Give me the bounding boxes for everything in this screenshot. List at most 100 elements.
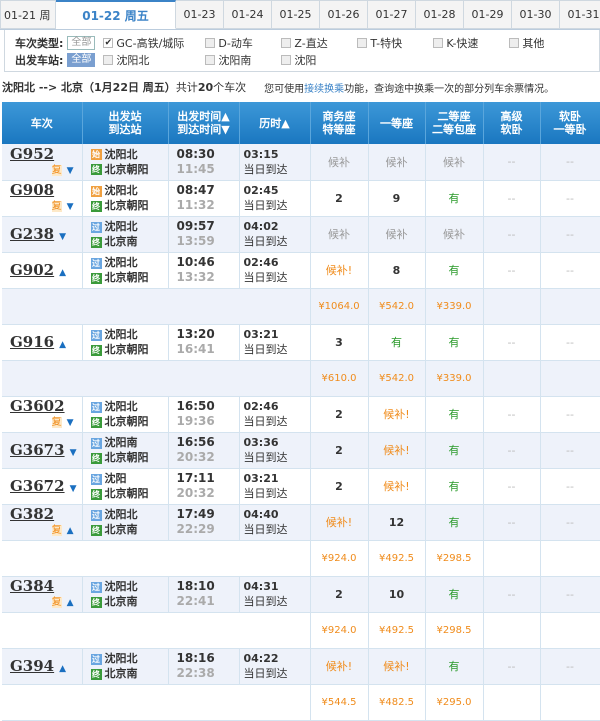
to-station-name[interactable]: 北京南 bbox=[104, 595, 138, 608]
train-type-checkbox[interactable]: 其他 bbox=[509, 35, 559, 51]
expand-toggle-icon[interactable]: ▼ bbox=[69, 447, 77, 458]
seat-available[interactable]: 有 bbox=[425, 180, 484, 217]
seat-available[interactable]: 有 bbox=[425, 576, 484, 613]
date-tab[interactable]: 01-21 周 bbox=[0, 0, 56, 29]
seat-waitlist[interactable]: 候补! bbox=[368, 432, 426, 469]
to-station-name[interactable]: 北京朝阳 bbox=[104, 199, 149, 212]
expand-toggle-icon[interactable]: ▲ bbox=[66, 526, 74, 536]
train-type-checkbox[interactable]: D-动车 bbox=[205, 35, 281, 51]
checkbox-icon[interactable] bbox=[103, 54, 114, 65]
train-number-link[interactable]: G3602 bbox=[10, 397, 65, 415]
train-number-link[interactable]: G902 bbox=[10, 260, 55, 279]
expand-toggle-icon[interactable]: ▲ bbox=[59, 339, 67, 350]
seat-available[interactable]: 有 bbox=[425, 252, 484, 289]
train-row[interactable]: G3673 ▼ 过沈阳南终北京朝阳 16:56 20:32 03:36 当日到达 2 候补! 有 -… bbox=[2, 432, 600, 469]
seat-count[interactable]: 2 bbox=[310, 576, 369, 613]
seat-available[interactable]: 有 bbox=[425, 504, 484, 541]
seat-waitlist[interactable]: 候补 bbox=[310, 144, 369, 181]
seat-waitlist[interactable]: 候补 bbox=[368, 144, 426, 181]
train-row[interactable]: G3672 ▼ 过沈阳终北京朝阳 17:11 20:32 03:21 当日到达 2 候补! 有 --… bbox=[2, 468, 600, 505]
train-number-link[interactable]: G238 bbox=[10, 224, 55, 243]
date-tab[interactable]: 01-22 周五 bbox=[56, 0, 176, 29]
train-number-link[interactable]: G384 bbox=[10, 577, 55, 595]
from-station-name[interactable]: 沈阳北 bbox=[104, 400, 138, 413]
train-row[interactable]: G916 ▲ 过沈阳北终北京朝阳 13:20 16:41 03:21 当日到达 3 有有 -- -- bbox=[2, 324, 600, 361]
seat-available[interactable]: 有 bbox=[425, 432, 484, 469]
train-row[interactable]: G394 ▲ 过沈阳北终北京南 18:16 22:38 04:22 当日到达 候补! 候补! 有 -… bbox=[2, 648, 600, 685]
col-duration-sort[interactable]: 历时▲ bbox=[239, 102, 311, 144]
from-station-name[interactable]: 沈阳北 bbox=[104, 508, 138, 521]
seat-count[interactable]: 12 bbox=[368, 504, 426, 541]
seat-count[interactable]: 8 bbox=[368, 252, 426, 289]
seat-waitlist[interactable]: 候补! bbox=[368, 396, 426, 433]
seat-waitlist[interactable]: 候补 bbox=[310, 216, 369, 253]
seat-count[interactable]: 2 bbox=[310, 432, 369, 469]
from-station-name[interactable]: 沈阳北 bbox=[104, 580, 138, 593]
date-tab[interactable]: 01-30 bbox=[512, 0, 560, 29]
seat-available[interactable]: 有 bbox=[368, 324, 426, 361]
to-station-name[interactable]: 北京朝阳 bbox=[104, 451, 149, 464]
seat-count[interactable]: 3 bbox=[310, 324, 369, 361]
train-number-link[interactable]: G3672 bbox=[10, 476, 65, 495]
expand-toggle-icon[interactable]: ▲ bbox=[59, 663, 67, 674]
station-all-button[interactable]: 全部 bbox=[67, 52, 96, 67]
station-checkbox[interactable]: 沈阳南 bbox=[205, 52, 281, 68]
expand-toggle-icon[interactable]: ▼ bbox=[59, 231, 67, 242]
transfer-link[interactable]: 接续换乘 bbox=[304, 83, 345, 95]
seat-count[interactable]: 10 bbox=[368, 576, 426, 613]
train-row[interactable]: G3602 复 ▼ 过沈阳北终北京朝阳 16:50 19:36 02:46 当日到达 2 候补! 有… bbox=[2, 396, 600, 433]
date-tab[interactable]: 01-29 bbox=[464, 0, 512, 29]
from-station-name[interactable]: 沈阳北 bbox=[104, 652, 138, 665]
seat-count[interactable]: 2 bbox=[310, 468, 369, 505]
train-row[interactable]: G238 ▼ 过沈阳北终北京南 09:57 13:59 04:02 当日到达 候补 候补 候补 --… bbox=[2, 216, 600, 253]
to-station-name[interactable]: 北京朝阳 bbox=[104, 162, 149, 176]
from-station-name[interactable]: 沈阳北 bbox=[104, 184, 138, 197]
seat-available[interactable]: 有 bbox=[425, 648, 484, 685]
station-checkbox[interactable]: 沈阳北 bbox=[103, 52, 205, 68]
to-station-name[interactable]: 北京朝阳 bbox=[104, 343, 149, 356]
from-station-name[interactable]: 沈阳南 bbox=[104, 436, 138, 449]
date-tab[interactable]: 01-26 bbox=[320, 0, 368, 29]
seat-waitlist[interactable]: 候补 bbox=[368, 216, 426, 253]
station-checkbox[interactable]: 沈阳 bbox=[281, 52, 357, 68]
seat-waitlist[interactable]: 候补 bbox=[425, 216, 484, 253]
seat-waitlist[interactable]: 候补! bbox=[310, 252, 369, 289]
to-station-name[interactable]: 北京南 bbox=[104, 235, 138, 248]
col-arr-time[interactable]: 到达时间▼ bbox=[177, 123, 230, 136]
checkbox-icon[interactable] bbox=[205, 37, 216, 48]
from-station-name[interactable]: 沈阳北 bbox=[104, 220, 138, 233]
from-station-name[interactable]: 沈阳 bbox=[104, 472, 127, 485]
date-tab[interactable]: 01-24 bbox=[224, 0, 272, 29]
train-type-checkbox[interactable]: Z-直达 bbox=[281, 35, 357, 51]
seat-count[interactable]: 2 bbox=[310, 180, 369, 217]
expand-toggle-icon[interactable]: ▼ bbox=[66, 202, 74, 212]
expand-toggle-icon[interactable]: ▼ bbox=[66, 165, 74, 176]
train-number-link[interactable]: G3673 bbox=[10, 440, 65, 459]
train-type-checkbox[interactable]: T-特快 bbox=[357, 35, 433, 51]
to-station-name[interactable]: 北京南 bbox=[104, 523, 138, 536]
seat-count[interactable]: 2 bbox=[310, 396, 369, 433]
checkbox-icon[interactable] bbox=[205, 54, 216, 65]
seat-waitlist[interactable]: 候补! bbox=[368, 468, 426, 505]
train-number-link[interactable]: G952 bbox=[10, 144, 55, 163]
expand-toggle-icon[interactable]: ▲ bbox=[66, 598, 74, 608]
checkbox-icon[interactable] bbox=[281, 37, 292, 48]
from-station-name[interactable]: 沈阳北 bbox=[104, 256, 138, 269]
seat-waitlist[interactable]: 候补! bbox=[310, 504, 369, 541]
date-tab[interactable]: 01-25 bbox=[272, 0, 320, 29]
train-type-checkbox[interactable]: ✔ GC-高铁/城际 bbox=[103, 35, 205, 51]
train-number-link[interactable]: G394 bbox=[10, 656, 55, 675]
date-tab[interactable]: 01-27 bbox=[368, 0, 416, 29]
seat-count[interactable]: 9 bbox=[368, 180, 426, 217]
col-time-sort[interactable]: 出发时间▲ 到达时间▼ bbox=[168, 102, 240, 144]
train-row[interactable]: G384 复 ▲ 过沈阳北终北京南 18:10 22:41 04:31 当日到达 2 10 有 -- -… bbox=[2, 576, 600, 613]
expand-toggle-icon[interactable]: ▼ bbox=[69, 483, 77, 494]
seat-available[interactable]: 有 bbox=[425, 324, 484, 361]
train-type-checkbox[interactable]: K-快速 bbox=[433, 35, 509, 51]
to-station-name[interactable]: 北京朝阳 bbox=[104, 487, 149, 500]
seat-waitlist[interactable]: 候补! bbox=[368, 648, 426, 685]
train-number-link[interactable]: G908 bbox=[10, 181, 55, 199]
date-tab[interactable]: 01-31 bbox=[560, 0, 600, 29]
train-row[interactable]: G952 复 ▼ 始沈阳北终北京朝阳 08:30 11:45 03:15 当日到达 候补 候补 候补… bbox=[2, 144, 600, 181]
to-station-name[interactable]: 北京南 bbox=[104, 667, 138, 680]
